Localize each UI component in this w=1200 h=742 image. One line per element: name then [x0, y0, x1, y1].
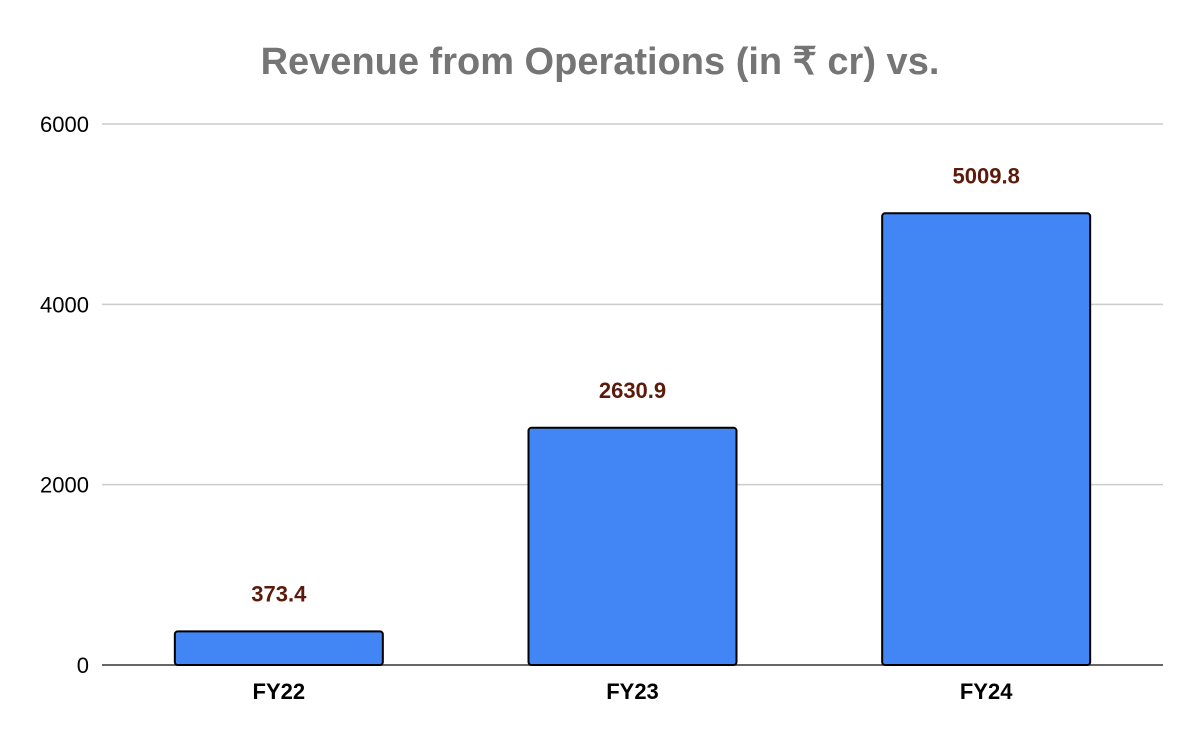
bar-fy24: [881, 212, 1092, 667]
x-tick-label-fy22: FY22: [253, 679, 306, 704]
bar-fy22: [173, 630, 384, 667]
x-tick-label-fy24: FY24: [960, 679, 1013, 704]
data-label-fy23: 2630.9: [599, 378, 666, 403]
bar-fy23: [527, 426, 738, 666]
y-axis-ticks: 0 2000 4000 6000: [40, 112, 89, 678]
y-tick-label: 2000: [40, 473, 89, 498]
y-tick-label: 6000: [40, 112, 89, 137]
data-labels: 373.4 2630.9 5009.8: [251, 163, 1020, 606]
data-label-fy24: 5009.8: [953, 163, 1020, 188]
bars: [173, 212, 1092, 667]
x-axis-ticks: FY22 FY23 FY24: [253, 679, 1014, 704]
data-label-fy22: 373.4: [251, 581, 307, 606]
y-tick-label: 4000: [40, 292, 89, 317]
y-tick-label: 0: [77, 653, 89, 678]
chart-title: Revenue from Operations (in ₹ cr) vs.: [261, 41, 940, 83]
x-tick-label-fy23: FY23: [606, 679, 659, 704]
